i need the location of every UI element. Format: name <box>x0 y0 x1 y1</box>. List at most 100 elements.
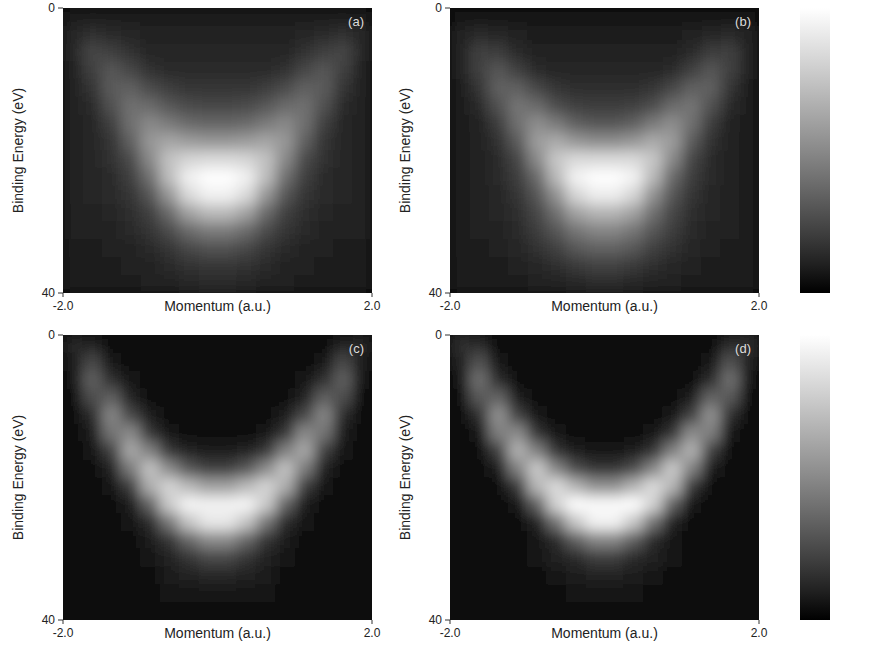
cell <box>547 478 567 496</box>
cell <box>643 204 663 222</box>
cell <box>353 531 372 549</box>
cell <box>450 275 470 293</box>
cell <box>121 97 141 115</box>
cell <box>527 442 547 460</box>
cell <box>218 549 238 567</box>
cell <box>102 151 122 169</box>
cell <box>275 240 295 258</box>
cell <box>469 353 489 371</box>
cell <box>179 495 199 513</box>
cell <box>63 602 83 620</box>
cell <box>218 567 238 585</box>
cell <box>314 26 334 44</box>
cell <box>450 335 470 353</box>
cell <box>605 513 625 531</box>
y-tick <box>58 620 63 621</box>
cell <box>295 567 315 585</box>
cell <box>585 388 605 406</box>
cell <box>82 584 102 602</box>
cell <box>450 567 470 585</box>
cell <box>508 275 528 293</box>
x-tick <box>759 293 760 297</box>
cell <box>566 424 586 442</box>
cell <box>701 61 721 79</box>
cell <box>566 115 586 133</box>
cell <box>198 567 218 585</box>
cell <box>701 567 721 585</box>
y-tick-label: 40 <box>42 286 56 300</box>
cell <box>256 531 276 549</box>
cell <box>179 257 199 275</box>
cell <box>720 460 740 478</box>
cell <box>605 222 625 240</box>
cell <box>218 168 238 186</box>
cell <box>63 115 83 133</box>
cell <box>218 335 238 353</box>
cell <box>643 388 663 406</box>
x-axis-title: Momentum (a.u.) <box>551 298 658 314</box>
cell <box>605 353 625 371</box>
cell <box>179 478 199 496</box>
cell <box>469 371 489 389</box>
cell <box>63 549 83 567</box>
cell <box>160 584 180 602</box>
cell <box>102 8 122 26</box>
cell <box>682 567 702 585</box>
cell <box>508 567 528 585</box>
cell <box>527 204 547 222</box>
cell <box>353 549 372 567</box>
cell <box>720 115 740 133</box>
plot-area <box>63 8 372 293</box>
cell <box>547 115 567 133</box>
cell <box>682 257 702 275</box>
cell <box>256 371 276 389</box>
cell <box>314 549 334 567</box>
cell <box>566 602 586 620</box>
panel-letter: (d) <box>735 341 751 356</box>
cell <box>585 567 605 585</box>
cell <box>333 151 353 169</box>
cell <box>508 442 528 460</box>
cell <box>198 335 218 353</box>
cell <box>662 531 682 549</box>
cell <box>662 222 682 240</box>
cell <box>547 406 567 424</box>
cell <box>527 353 547 371</box>
cell <box>489 567 509 585</box>
cell <box>605 8 625 26</box>
cell <box>585 549 605 567</box>
cell <box>237 97 257 115</box>
cell <box>469 204 489 222</box>
cell <box>275 478 295 496</box>
cell <box>333 133 353 151</box>
cell <box>585 151 605 169</box>
cell <box>218 406 238 424</box>
cell <box>508 151 528 169</box>
cell <box>160 115 180 133</box>
cell <box>450 406 470 424</box>
cell <box>218 388 238 406</box>
cell <box>605 495 625 513</box>
cell <box>237 549 257 567</box>
cell <box>605 275 625 293</box>
cell <box>643 424 663 442</box>
cell <box>140 388 160 406</box>
cell <box>218 353 238 371</box>
cell <box>179 26 199 44</box>
cell <box>605 186 625 204</box>
cell <box>295 353 315 371</box>
cell <box>547 151 567 169</box>
cell <box>624 460 644 478</box>
cell <box>295 442 315 460</box>
cell <box>256 353 276 371</box>
cell <box>662 460 682 478</box>
cell <box>547 353 567 371</box>
cell <box>566 61 586 79</box>
cell <box>489 275 509 293</box>
cell <box>566 275 586 293</box>
cell <box>179 567 199 585</box>
cell <box>102 584 122 602</box>
cell <box>624 478 644 496</box>
cell <box>63 257 83 275</box>
cell <box>508 406 528 424</box>
